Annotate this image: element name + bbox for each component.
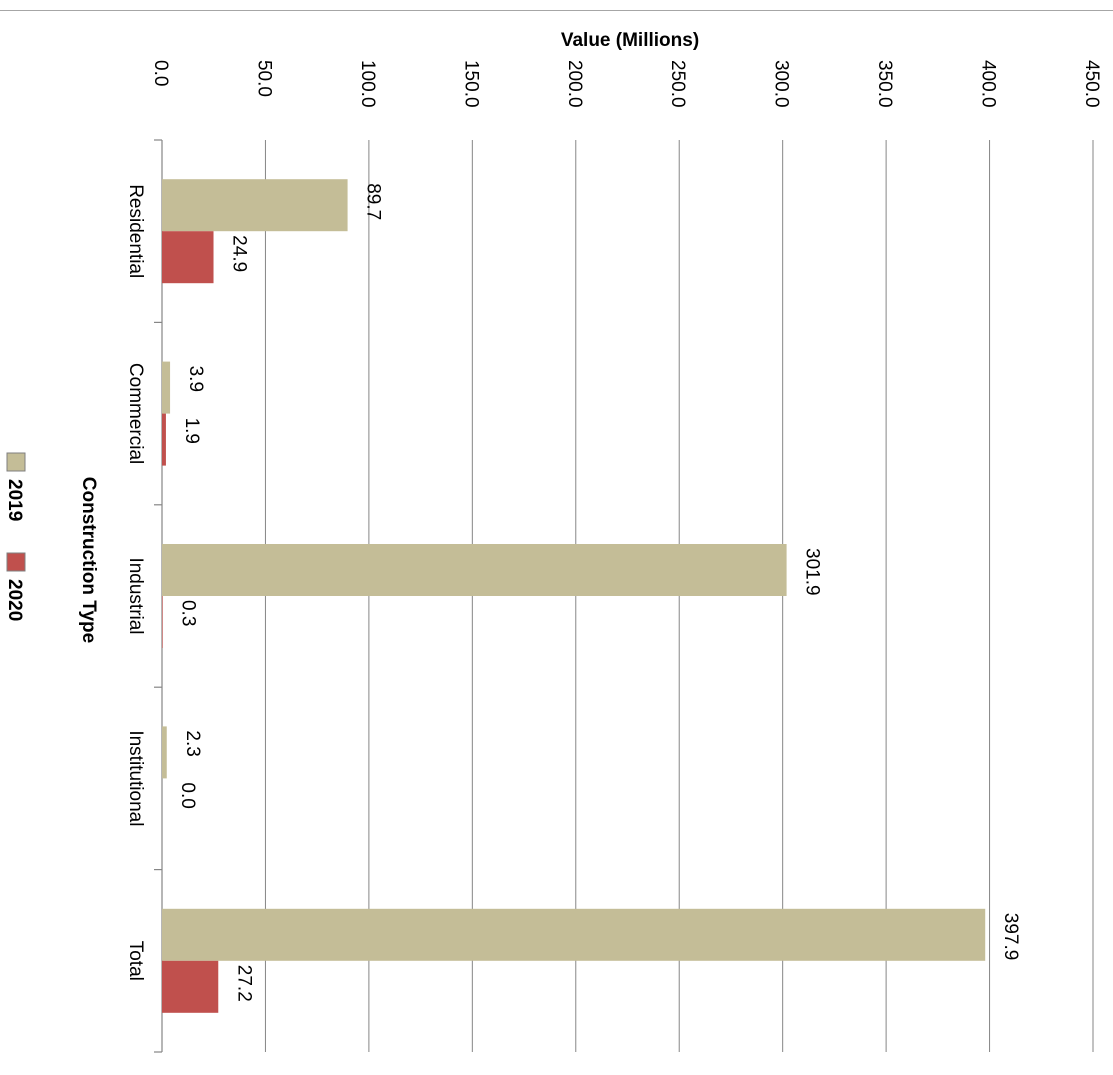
bar-2019 [162,544,787,596]
bar-2019 [162,179,348,232]
bar-2019 [162,726,167,779]
value-axis-title: Value (Millions) [561,30,699,51]
bar-2019 [162,361,171,414]
data-label: 0.0 [177,782,198,808]
legend: 2019 2020 [4,452,26,621]
category-label: Commercial [125,363,146,464]
bar-2020 [162,960,219,1013]
tick-label: 400.0 [978,60,999,108]
legend-label: 2020 [4,579,25,621]
category-axis [154,139,163,1053]
tick-label: 100.0 [357,60,378,108]
data-label: 27.2 [233,965,254,1002]
category-label: Total [125,941,146,981]
bar-2020 [162,231,214,284]
bar-2019 [162,908,986,961]
tick-label: 250.0 [667,60,688,108]
data-label: 0.3 [178,600,199,626]
tick-label: 350.0 [874,60,895,108]
bar-2020 [162,413,166,466]
category-label: Industrial [125,557,146,634]
category-labels: Residential Commercial Industrial Instituti… [125,184,146,981]
category-label: Residential [125,184,146,278]
value-tick-labels: 0.0 50.0 100.0 150.0 200.0 250.0 300.0 350.0 400… [150,60,1102,108]
data-label: 2.3 [182,730,203,756]
data-labels: 89.7 24.9 3.9 1.9 301.9 0.3 2.3 0.0 397.9 27.2 [177,183,1021,1002]
tick-label: 50.0 [253,60,274,97]
legend-label: 2019 [4,479,25,521]
tick-label: 450.0 [1081,60,1102,108]
data-label: 1.9 [181,418,202,444]
data-label: 24.9 [229,235,250,272]
tick-label: 300.0 [771,60,792,108]
gridlines [264,140,1094,1052]
bar-2020 [162,596,163,648]
data-label: 397.9 [1000,913,1021,961]
tick-label: 150.0 [460,60,481,108]
category-axis-title: Construction Type [78,477,99,643]
data-label: 89.7 [363,183,384,220]
legend-swatch-2020 [6,552,26,572]
data-label: 3.9 [185,366,206,392]
data-label: 301.9 [802,548,823,596]
tick-label: 200.0 [564,60,585,108]
tick-label: 0.0 [150,60,171,86]
top-border [0,10,1113,11]
bars [162,179,986,1013]
category-label: Institutional [125,730,146,826]
legend-swatch-2019 [6,452,26,472]
